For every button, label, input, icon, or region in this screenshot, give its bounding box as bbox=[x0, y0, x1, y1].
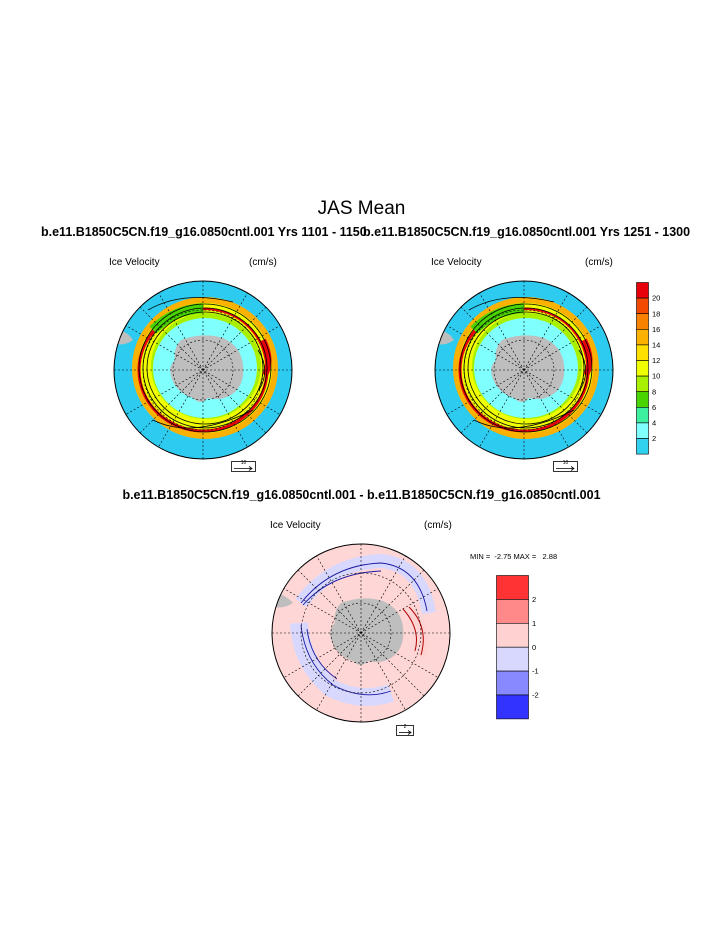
left-reference-vector-label: 10 bbox=[240, 460, 247, 466]
right-case-title: b.e11.B1850C5CN.f19_g16.0850cntl.001 Yrs… bbox=[363, 225, 691, 239]
right-units-label: (cm/s) bbox=[585, 257, 613, 268]
main-colorbar-box bbox=[636, 438, 649, 455]
main-colorbar-box bbox=[636, 360, 649, 377]
diff-colorbar-box bbox=[496, 622, 529, 648]
main-colorbar-box bbox=[636, 422, 649, 439]
diff-units-label: (cm/s) bbox=[424, 520, 452, 531]
diff-colorbar-label: 2 bbox=[532, 595, 536, 604]
main-colorbar-label: 2 bbox=[652, 434, 656, 443]
main-colorbar-box bbox=[636, 375, 649, 392]
diff-colorbar-box bbox=[496, 575, 529, 600]
left-units-label: (cm/s) bbox=[249, 257, 277, 268]
main-colorbar-box bbox=[636, 297, 649, 315]
right-reference-vector-label: 10 bbox=[562, 460, 569, 466]
diff-colorbar: 2 1 0 -1 -2 bbox=[496, 575, 539, 720]
main-colorbar-label: 18 bbox=[652, 309, 660, 318]
main-colorbar: 20 18 16 14 12 10 8 6 4 2 bbox=[636, 282, 660, 455]
main-colorbar-label: 16 bbox=[652, 325, 660, 334]
main-colorbar-box bbox=[636, 313, 649, 330]
main-colorbar-box bbox=[636, 391, 649, 408]
right-reference-vector-box bbox=[553, 461, 578, 472]
difference-polar-map bbox=[271, 543, 451, 723]
difference-title: b.e11.B1850C5CN.f19_g16.0850cntl.001 - b… bbox=[122, 488, 601, 502]
diff-min-max: MIN = -2.75 MAX = 2.88 bbox=[470, 552, 558, 561]
main-colorbar-box bbox=[636, 344, 649, 361]
diff-colorbar-box bbox=[496, 646, 529, 672]
main-colorbar-box bbox=[636, 407, 649, 424]
left-reference-vector-box bbox=[231, 461, 256, 472]
diff-colorbar-label: -2 bbox=[532, 691, 539, 700]
left-case-title: b.e11.B1850C5CN.f19_g16.0850cntl.001 Yrs… bbox=[41, 225, 367, 239]
main-colorbar-label: 14 bbox=[652, 341, 660, 350]
main-colorbar-label: 4 bbox=[652, 419, 656, 428]
diff-colorbar-label: 0 bbox=[532, 643, 536, 652]
diff-colorbar-box bbox=[496, 694, 529, 720]
right-polar-map bbox=[434, 280, 614, 460]
left-polar-map bbox=[113, 280, 293, 460]
diff-colorbar-box bbox=[496, 670, 529, 696]
diff-reference-vector-label: 2 bbox=[403, 724, 407, 730]
main-colorbar-box bbox=[636, 328, 649, 346]
main-colorbar-label: 6 bbox=[652, 403, 656, 412]
main-colorbar-label: 12 bbox=[652, 356, 660, 365]
main-title: JAS Mean bbox=[317, 198, 406, 219]
main-colorbar-label: 8 bbox=[652, 387, 656, 396]
main-colorbar-label: 20 bbox=[652, 294, 660, 303]
right-field-label: Ice Velocity bbox=[431, 257, 482, 268]
diff-colorbar-label: 1 bbox=[532, 619, 536, 628]
diff-reference-vector-box bbox=[396, 725, 414, 736]
left-field-label: Ice Velocity bbox=[109, 257, 160, 268]
diff-colorbar-box bbox=[496, 599, 529, 624]
main-colorbar-label: 10 bbox=[652, 372, 660, 381]
diff-colorbar-label: -1 bbox=[532, 667, 539, 676]
diff-field-label: Ice Velocity bbox=[270, 520, 321, 531]
main-colorbar-box bbox=[636, 282, 649, 299]
